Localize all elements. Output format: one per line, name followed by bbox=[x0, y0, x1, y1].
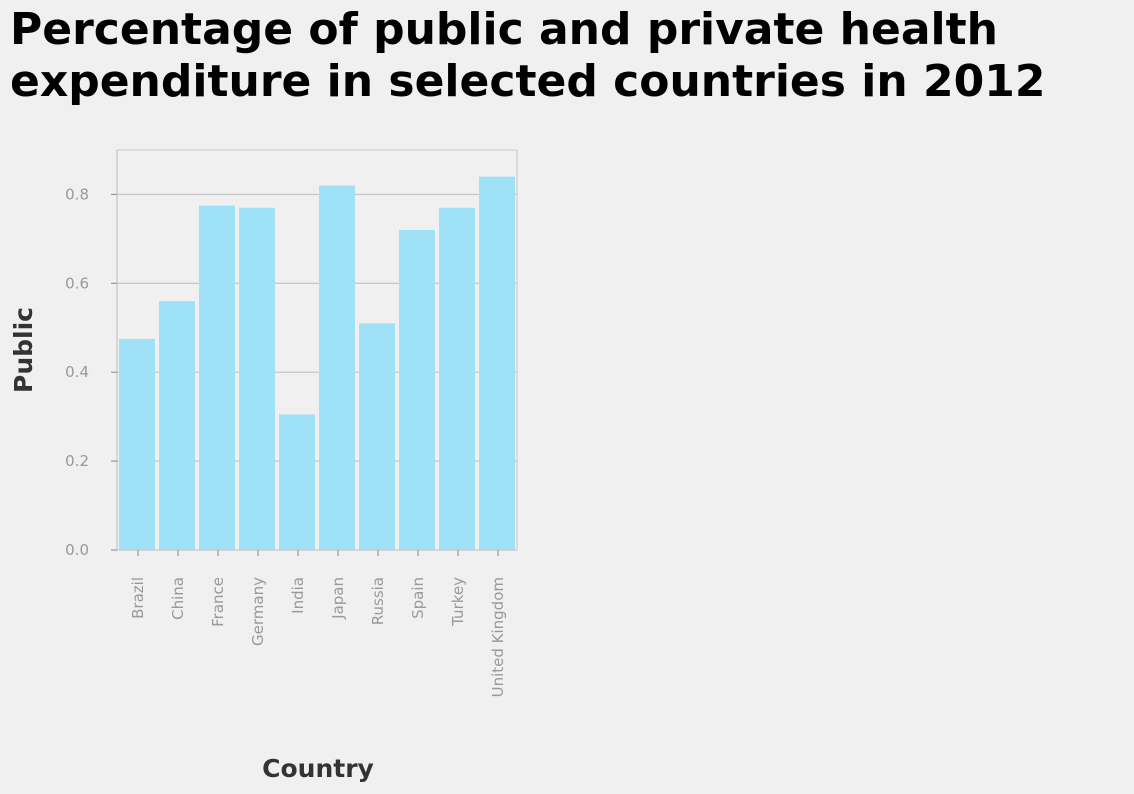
bar-turkey bbox=[439, 207, 475, 550]
bar-brazil bbox=[119, 338, 155, 550]
y-tick-label: 0.8 bbox=[65, 185, 89, 203]
y-axis-title: Public bbox=[9, 307, 38, 393]
x-tick-label: India bbox=[289, 577, 307, 614]
chart-title: Percentage of public and private health … bbox=[10, 4, 1046, 107]
x-axis-title: Country bbox=[262, 754, 374, 783]
bar-india bbox=[279, 414, 315, 550]
axes bbox=[111, 149, 518, 556]
tick-labels: 0.0 0.2 0.4 0.6 0.8 Brazil China France Germany I… bbox=[65, 185, 507, 697]
y-tick-label: 0.0 bbox=[65, 541, 89, 559]
bar-france bbox=[199, 205, 235, 551]
bar-china bbox=[159, 301, 195, 550]
x-tick-label: Turkey bbox=[449, 577, 467, 627]
x-tick-label: Germany bbox=[249, 577, 267, 646]
x-tick-label: United Kingdom bbox=[489, 577, 507, 697]
y-tick-label: 0.4 bbox=[65, 363, 89, 381]
y-tick-label: 0.2 bbox=[65, 452, 89, 470]
x-tick-label: China bbox=[169, 577, 187, 620]
y-tick-label: 0.6 bbox=[65, 274, 89, 292]
bar-japan bbox=[319, 185, 355, 551]
bar-spain bbox=[399, 230, 435, 550]
bar-russia bbox=[359, 323, 395, 550]
x-tick-label: Japan bbox=[329, 577, 347, 620]
bar-germany bbox=[239, 207, 275, 550]
bar-united-kingdom bbox=[479, 176, 515, 550]
x-tick-label: France bbox=[209, 577, 227, 627]
x-tick-label: Russia bbox=[369, 577, 387, 625]
x-tick-label: Spain bbox=[409, 577, 427, 619]
bars bbox=[119, 176, 515, 551]
x-tick-label: Brazil bbox=[129, 577, 147, 619]
